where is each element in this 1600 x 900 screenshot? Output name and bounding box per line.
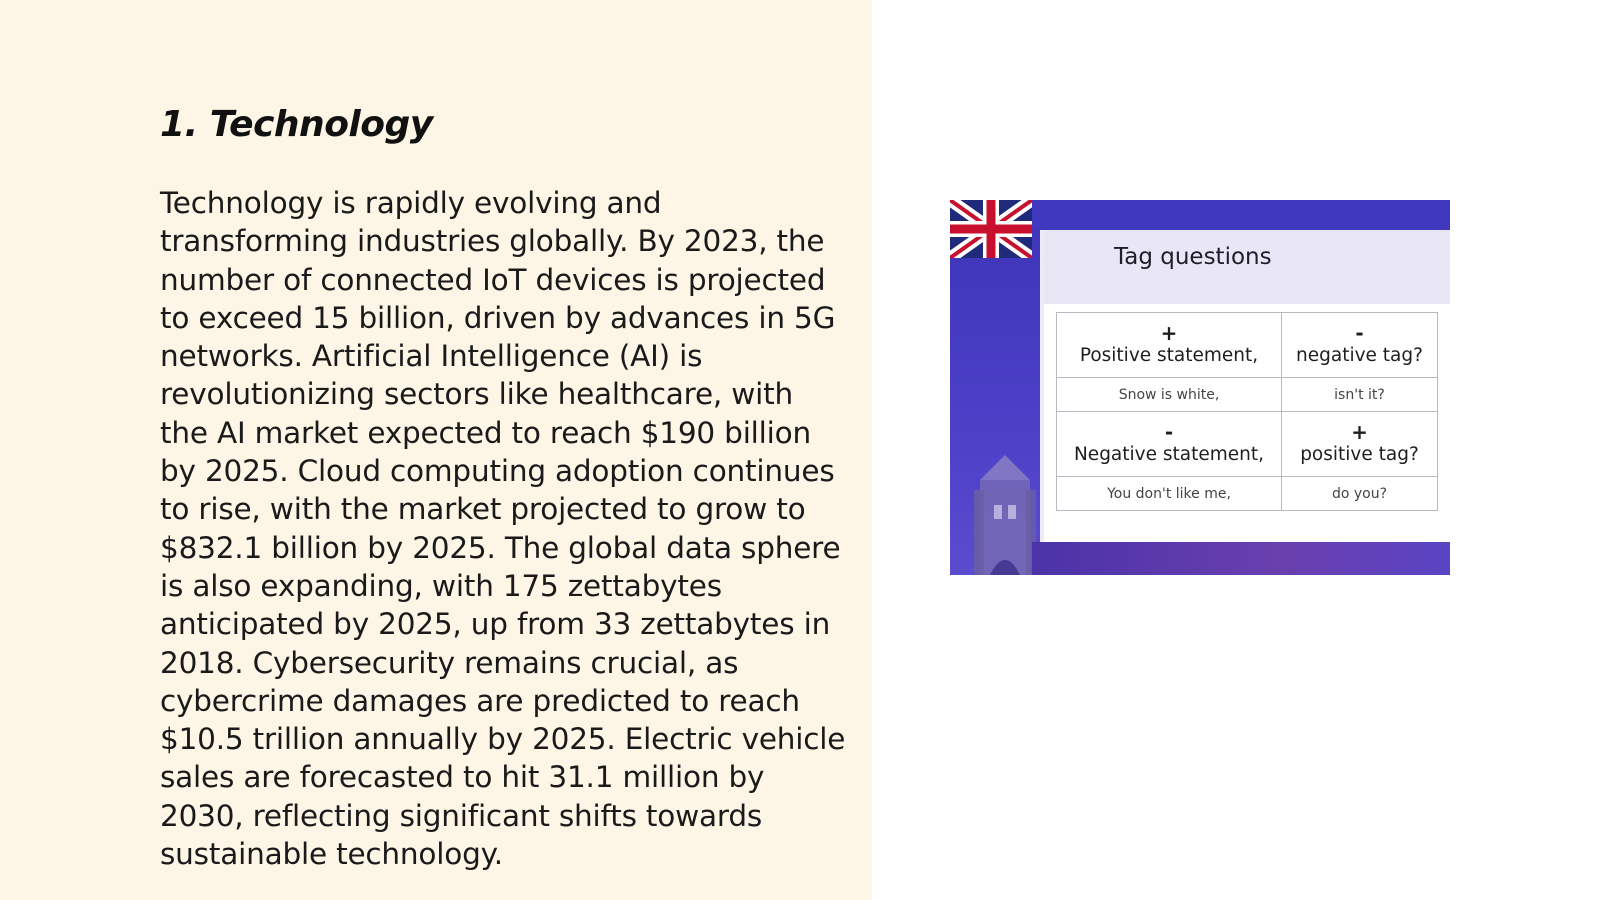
tower-bridge-icon xyxy=(960,450,1050,575)
slide-title: 1. Technology xyxy=(160,104,433,145)
plus-sign: + xyxy=(1351,420,1368,444)
image-header-band: Tag questions xyxy=(1044,230,1450,304)
left-panel xyxy=(0,0,872,900)
cell-label: negative tag? xyxy=(1296,345,1423,366)
slide-body-text: Technology is rapidly evolving and trans… xyxy=(160,186,846,872)
image-bottom-band xyxy=(1032,542,1450,575)
cell-label: positive tag? xyxy=(1300,444,1419,465)
plus-sign: + xyxy=(1160,321,1178,345)
image-title: Tag questions xyxy=(1114,244,1272,270)
table-cell: + Positive statement, xyxy=(1056,312,1282,378)
table-cell: do you? xyxy=(1281,476,1438,511)
image-top-band xyxy=(950,200,1450,230)
cell-label: Positive statement, xyxy=(1079,345,1259,366)
table-row: Snow is white, isn't it? xyxy=(1056,377,1438,412)
table-row: You don't like me, do you? xyxy=(1056,476,1438,511)
tag-questions-table: + Positive statement, - negative tag? Sn… xyxy=(1056,312,1438,511)
cell-label: Negative statement, xyxy=(1073,444,1265,465)
table-row: - Negative statement, + positive tag? xyxy=(1056,411,1438,477)
minus-sign: - xyxy=(1164,420,1174,444)
table-cell: - negative tag? xyxy=(1281,312,1438,378)
table-cell: Snow is white, xyxy=(1056,377,1282,412)
union-jack-flag-icon xyxy=(950,200,1032,258)
minus-sign: - xyxy=(1355,321,1364,345)
table-cell: - Negative statement, xyxy=(1056,411,1282,477)
table-cell: You don't like me, xyxy=(1056,476,1282,511)
table-cell: + positive tag? xyxy=(1281,411,1438,477)
tag-questions-image: Tag questions + Positive statement, - ne… xyxy=(950,200,1450,575)
table-cell: isn't it? xyxy=(1281,377,1438,412)
table-row: + Positive statement, - negative tag? xyxy=(1056,312,1438,378)
